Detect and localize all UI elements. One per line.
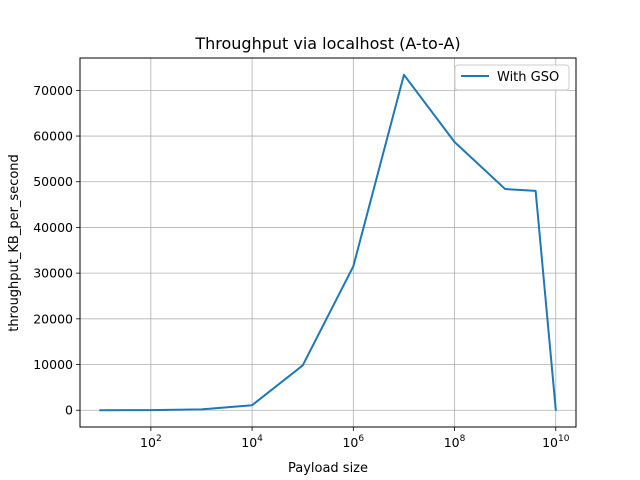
legend: With GSO <box>454 64 570 91</box>
y-tick-label: 30000 <box>33 266 73 281</box>
legend-box <box>454 64 570 91</box>
y-tick-label: 70000 <box>33 83 73 98</box>
y-axis-label: throughput_KB_per_second <box>7 154 22 332</box>
series-line <box>99 73 557 412</box>
x-tick-label: 102 <box>140 434 162 450</box>
grid <box>80 58 576 427</box>
x-tick-label: 1010 <box>542 434 570 450</box>
chart-title: Throughput via localhost (A-to-A) <box>194 34 460 53</box>
y-tick-label: 20000 <box>33 311 73 326</box>
y-tick-label: 40000 <box>33 220 73 235</box>
x-tick-label: 104 <box>241 434 263 450</box>
y-tick-label: 50000 <box>33 174 73 189</box>
x-axis-label: Payload size <box>288 461 368 476</box>
y-tick-label: 0 <box>65 403 73 418</box>
legend-label: With GSO <box>497 70 559 85</box>
y-axis-ticks: 0 10000 20000 30000 40000 50000 60000 70000 <box>33 83 80 418</box>
series-layer <box>99 73 557 412</box>
y-tick-label: 60000 <box>33 129 73 144</box>
plot-frame <box>79 57 577 428</box>
x-tick-label: 106 <box>342 434 364 450</box>
x-axis-ticks: 102 104 106 108 1010 <box>140 427 570 450</box>
x-tick-label: 108 <box>444 434 466 450</box>
y-tick-label: 10000 <box>33 357 73 372</box>
